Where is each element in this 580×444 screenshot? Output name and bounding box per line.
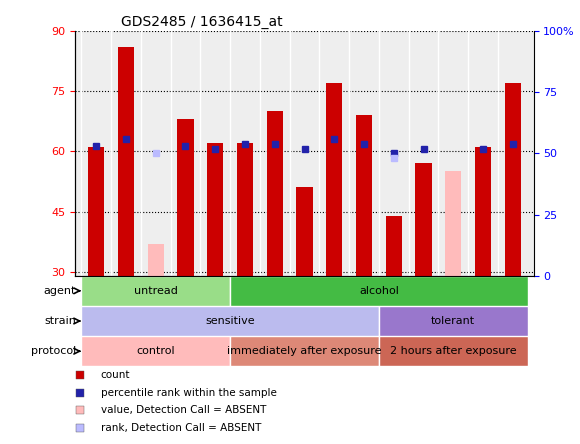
Bar bbox=[207, 143, 223, 276]
Bar bbox=[230, 276, 528, 306]
Bar bbox=[118, 47, 134, 276]
Bar bbox=[81, 336, 230, 366]
Text: value, Detection Call = ABSENT: value, Detection Call = ABSENT bbox=[100, 405, 266, 415]
Text: GDS2485 / 1636415_at: GDS2485 / 1636415_at bbox=[121, 15, 283, 29]
Bar bbox=[88, 147, 104, 276]
Bar bbox=[379, 336, 528, 366]
Text: tolerant: tolerant bbox=[431, 316, 476, 326]
Text: sensitive: sensitive bbox=[205, 316, 255, 326]
Text: rank, Detection Call = ABSENT: rank, Detection Call = ABSENT bbox=[100, 423, 261, 433]
Bar bbox=[326, 83, 342, 276]
Text: count: count bbox=[100, 370, 130, 380]
Bar bbox=[267, 111, 283, 276]
Text: immediately after exposure: immediately after exposure bbox=[227, 346, 382, 356]
Bar bbox=[230, 336, 379, 366]
Text: strain: strain bbox=[44, 316, 76, 326]
Text: protocol: protocol bbox=[31, 346, 76, 356]
Bar bbox=[237, 143, 253, 276]
Text: untread: untread bbox=[134, 286, 177, 296]
Bar bbox=[296, 187, 313, 276]
Text: 2 hours after exposure: 2 hours after exposure bbox=[390, 346, 517, 356]
Bar bbox=[356, 115, 372, 276]
Text: control: control bbox=[136, 346, 175, 356]
Bar bbox=[81, 306, 379, 336]
Bar bbox=[475, 147, 491, 276]
Bar bbox=[147, 244, 164, 276]
Bar bbox=[386, 216, 402, 276]
Text: percentile rank within the sample: percentile rank within the sample bbox=[100, 388, 277, 398]
Text: alcohol: alcohol bbox=[359, 286, 399, 296]
Bar bbox=[379, 306, 528, 336]
Bar bbox=[415, 163, 432, 276]
Bar bbox=[81, 276, 230, 306]
Bar bbox=[505, 83, 521, 276]
Text: agent: agent bbox=[44, 286, 76, 296]
Bar bbox=[177, 119, 194, 276]
Bar bbox=[445, 171, 462, 276]
